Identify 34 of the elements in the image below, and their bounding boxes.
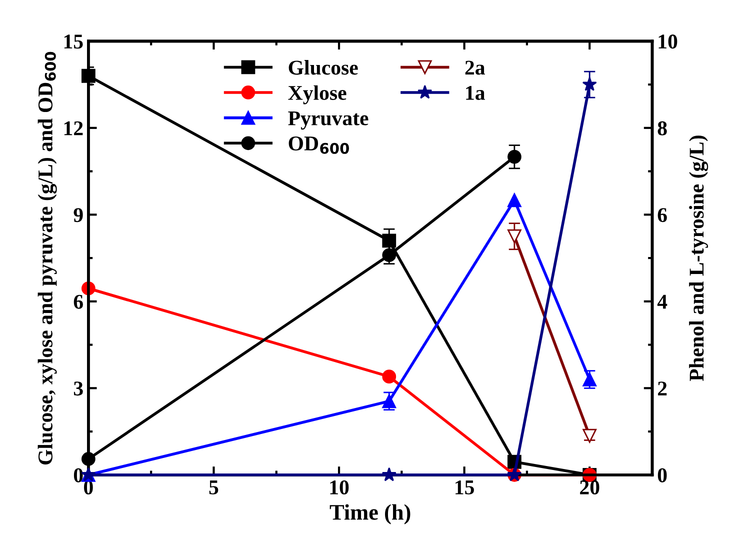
x-tick-label: 5: [209, 480, 218, 494]
y-tick-label: 9: [74, 208, 83, 222]
y-tick-label: 0: [74, 468, 83, 482]
point: [507, 193, 522, 208]
x-tick-label: 10: [330, 480, 349, 494]
y-tick-label: 6: [74, 294, 83, 309]
y2-tick-label: 4: [657, 294, 668, 309]
point: [507, 150, 522, 164]
y-tick-label: 3: [74, 382, 83, 396]
legend-label: 1a: [466, 86, 485, 100]
legend-label: Glucose: [288, 60, 358, 75]
legend-label: Xylose: [288, 85, 346, 104]
x-axis-title: Time (h): [330, 504, 410, 524]
y2-tick-label: 10: [658, 34, 678, 49]
y2-tick-label: 6: [658, 208, 667, 222]
y2-tick-label: 8: [658, 121, 667, 136]
y2-tick-label: 0: [658, 468, 667, 482]
legend-label: Pyruvate: [288, 111, 368, 130]
y2-axis-title: Phenol and L-tyrosine (g/L): [689, 136, 708, 382]
y2-tick-label: 2: [658, 382, 667, 396]
y-axis-title: Glucose, xylose and pyruvate (g/L) and OD$_{600}$: [38, 52, 57, 465]
point: [382, 370, 396, 384]
y-tick-label: 12: [64, 121, 83, 136]
point: [382, 234, 396, 248]
point: [382, 248, 396, 262]
point: [582, 372, 597, 386]
y-tick-label: 15: [64, 34, 83, 49]
point: [507, 229, 522, 244]
point: [582, 76, 597, 91]
point: [382, 467, 396, 482]
legend-label: 2a: [465, 60, 485, 75]
legend-label: OD$_{600}$: [288, 136, 349, 154]
point: [382, 394, 396, 408]
x-tick-label: 15: [456, 480, 474, 494]
